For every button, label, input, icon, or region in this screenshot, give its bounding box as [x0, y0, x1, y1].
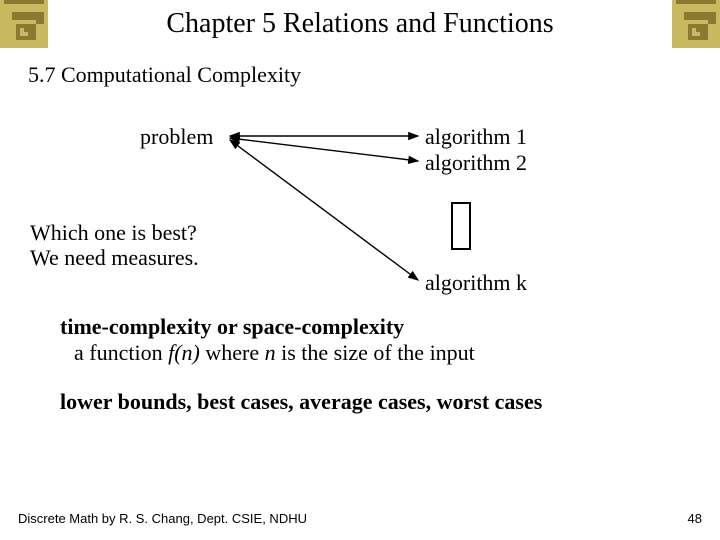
txt-mid: where — [200, 340, 265, 365]
question-line1: Which one is best? — [30, 220, 197, 245]
complexity-definition: a function f(n) where n is the size of t… — [74, 340, 720, 366]
cases-text: lower bounds, best cases, average cases,… — [60, 389, 720, 415]
decor-meander-left — [0, 0, 48, 48]
txt-pre: a function — [74, 340, 168, 365]
footer-author: Discrete Math by R. S. Chang, Dept. CSIE… — [18, 511, 307, 526]
decor-meander-right — [672, 0, 720, 48]
complexity-text: time-complexity or space-complexity a fu… — [60, 314, 720, 367]
n-italic: n — [265, 340, 276, 365]
question-line2: We need measures. — [30, 245, 199, 270]
fn-italic: f(n) — [168, 340, 200, 365]
algorithm-1-label: algorithm 1 — [425, 124, 527, 150]
slide-subtitle: 5.7 Computational Complexity — [28, 62, 720, 88]
complexity-heading: time-complexity or space-complexity — [60, 314, 720, 340]
slide-number: 48 — [688, 511, 702, 526]
problem-label: problem — [140, 124, 213, 150]
problem-algorithm-diagram: problem algorithm 1 algorithm 2 algorith… — [0, 108, 720, 308]
slide-title: Chapter 5 Relations and Functions — [0, 0, 720, 40]
algorithm-k-label: algorithm k — [425, 270, 527, 296]
question-text: Which one is best? We need measures. — [30, 220, 199, 271]
txt-post: is the size of the input — [276, 340, 475, 365]
algorithm-2-label: algorithm 2 — [425, 150, 527, 176]
diagram-arrows — [0, 108, 720, 308]
vertical-dots-icon — [451, 202, 471, 250]
